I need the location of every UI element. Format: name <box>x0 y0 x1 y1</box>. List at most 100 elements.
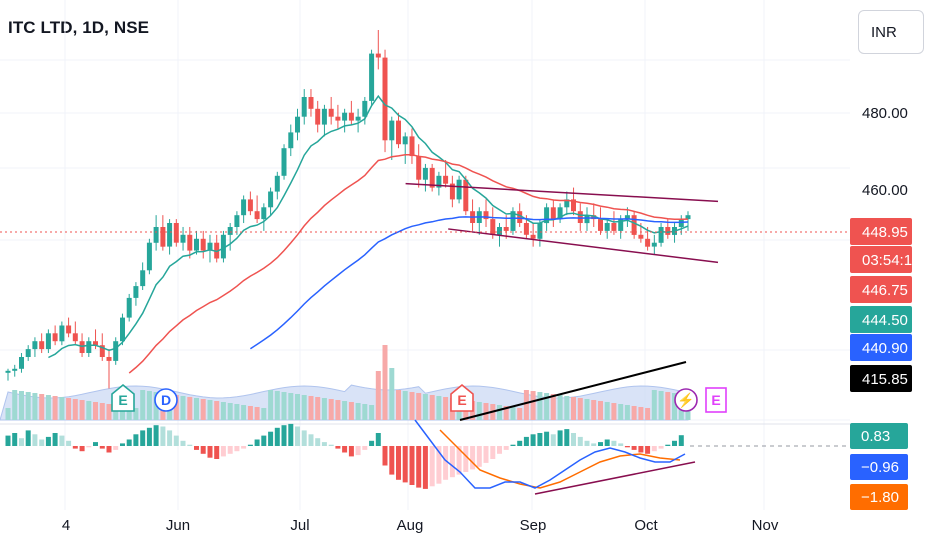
candle-body <box>126 297 132 318</box>
macd-hist-bar <box>577 436 583 446</box>
macd-hist-bar <box>436 446 442 484</box>
candle <box>382 49 388 153</box>
volume-bar <box>234 404 240 420</box>
volume-bar <box>133 408 139 420</box>
candle-body <box>187 234 193 251</box>
candle <box>429 163 435 192</box>
candle-body <box>591 215 597 220</box>
candle-body <box>328 108 334 117</box>
candle <box>45 329 51 354</box>
price-badge-text: 444.50 <box>862 312 908 329</box>
volume-bar <box>503 406 509 420</box>
volume-bar <box>146 391 152 420</box>
event-flash[interactable]: ⚡ <box>674 388 698 412</box>
event-earnings-green[interactable]: E <box>111 383 135 412</box>
candle <box>79 333 85 357</box>
macd-hist-bar <box>355 446 361 456</box>
event-marker-shape <box>705 387 727 413</box>
event-markers[interactable]: E D E ⚡ E <box>111 383 727 413</box>
candle <box>591 203 597 227</box>
volume-bar <box>591 400 597 420</box>
volume-bar <box>544 393 550 420</box>
macd-hist-bar <box>550 434 556 446</box>
candle <box>564 191 570 216</box>
candle-body <box>173 223 179 243</box>
currency-button[interactable]: INR <box>858 10 924 54</box>
volume-bar <box>355 403 361 420</box>
candle <box>396 112 401 149</box>
macd-hist-bar <box>308 434 314 446</box>
candle <box>140 262 146 290</box>
time-axis[interactable]: 4 Jun Jul Aug Sep Oct Nov <box>62 517 779 534</box>
candle-body <box>517 211 523 223</box>
macd-hist-bar <box>194 446 199 450</box>
macd-hist-bar <box>288 423 294 446</box>
candle <box>362 96 368 125</box>
volume-bar <box>631 406 637 420</box>
price-badge-text: 446.75 <box>862 282 908 299</box>
candle-body <box>449 183 455 200</box>
macd-hist-bar <box>429 446 435 487</box>
candle-body <box>456 179 462 200</box>
macd-hist-bar <box>396 446 401 480</box>
price-badge: 448.95 <box>850 218 912 245</box>
price-badges: 448.95 03:54:19 446.75 444.50 440.90 415.85 0.… <box>850 218 920 510</box>
macd-hist-bar <box>66 440 72 446</box>
volume-bar <box>335 400 341 420</box>
candle-body <box>120 317 125 342</box>
macd-hist-bar <box>214 446 220 459</box>
candle-body <box>19 357 24 369</box>
volume-bar <box>25 392 31 420</box>
candle-body <box>429 167 435 188</box>
candle <box>604 219 610 239</box>
candle <box>106 349 112 389</box>
volume-bar <box>5 408 11 420</box>
event-earnings-red[interactable]: E <box>450 383 474 412</box>
indicator-lines <box>0 94 850 421</box>
candle-body <box>321 108 327 125</box>
event-dividend[interactable]: D <box>154 388 178 412</box>
candle <box>651 234 657 255</box>
candle <box>422 163 428 192</box>
candle-body <box>402 136 408 145</box>
volume-bar <box>200 399 206 420</box>
candle <box>281 144 287 180</box>
x-tick-label: Sep <box>520 517 547 534</box>
volume-bar <box>638 407 644 420</box>
ema-mid-line <box>128 153 689 374</box>
price-badge-bg <box>850 218 912 245</box>
candle-body <box>247 199 253 212</box>
indicator-badge-bg <box>850 454 908 480</box>
macd-hist-bar <box>638 446 644 453</box>
candle <box>72 321 78 346</box>
macd-hist-bar <box>241 446 247 449</box>
macd-hist-bar <box>665 444 671 446</box>
macd-hist-bar <box>220 446 226 457</box>
event-earnings-upcoming[interactable]: E <box>705 387 727 413</box>
macd-hist-bar <box>234 446 240 452</box>
volume-bar <box>39 394 45 420</box>
candle-body <box>59 325 65 342</box>
price-axis[interactable]: 480.00 460.00 <box>862 105 908 199</box>
candle <box>274 171 280 200</box>
candle <box>463 175 469 216</box>
candle-body <box>301 97 307 117</box>
volume-bar <box>52 396 58 420</box>
macd-hist-bar <box>416 446 422 488</box>
candle-body <box>375 53 381 58</box>
x-tick-label: Jul <box>290 517 309 534</box>
macd-hist-bar <box>99 446 105 449</box>
volume-bar <box>301 395 307 420</box>
macd-hist-bar <box>564 429 570 446</box>
volume-bar <box>173 395 179 420</box>
volume-bar <box>443 397 449 420</box>
price-badge-text: 440.90 <box>862 340 908 357</box>
volume-bar <box>207 400 213 420</box>
volume-bar <box>214 401 220 420</box>
volume-bar <box>557 395 563 420</box>
macd-hist-bar <box>503 446 509 450</box>
volume-bar <box>180 396 186 420</box>
indicator-badge-bg <box>850 484 908 510</box>
price-badge-text: 03:54:19 <box>862 252 920 269</box>
